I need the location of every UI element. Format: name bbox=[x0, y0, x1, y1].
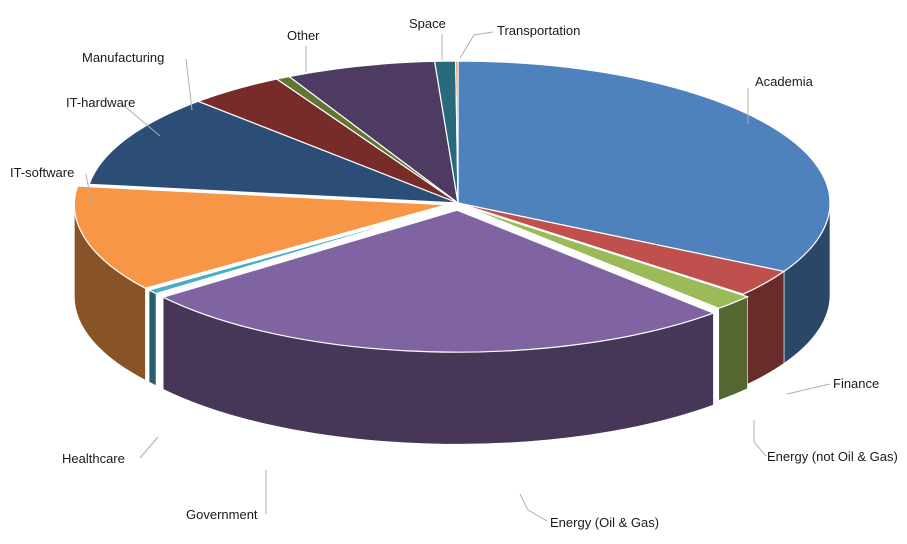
leader-line-it-software bbox=[85, 173, 93, 207]
slice-side-government bbox=[148, 289, 157, 387]
slice-transportation bbox=[455, 60, 459, 204]
slice-healthcare bbox=[73, 185, 447, 289]
label-it-hardware: IT-hardware bbox=[66, 95, 135, 110]
label-other: Other bbox=[287, 28, 320, 43]
slice-government bbox=[147, 206, 451, 295]
leader-line-healthcare bbox=[139, 436, 159, 459]
label-it-software: IT-software bbox=[10, 165, 74, 180]
slice-side-energy-not-oil-gas- bbox=[718, 296, 748, 401]
leader-line-energy-not-oil-gas- bbox=[753, 420, 767, 457]
label-space: Space bbox=[409, 16, 446, 31]
label-energy-not-oil-gas-: Energy (not Oil & Gas) bbox=[767, 449, 898, 464]
label-academia: Academia bbox=[755, 74, 814, 89]
label-finance: Finance bbox=[833, 376, 879, 391]
label-energy-oil-gas-: Energy (Oil & Gas) bbox=[550, 515, 659, 530]
slice-it-software bbox=[88, 100, 459, 204]
pie-tops bbox=[73, 60, 831, 353]
slice-energy-oil-gas- bbox=[161, 209, 716, 353]
leader-line-it-hardware bbox=[121, 103, 161, 137]
slice-academia bbox=[457, 60, 831, 273]
label-manufacturing: Manufacturing bbox=[82, 50, 164, 65]
label-transportation: Transportation bbox=[497, 23, 580, 38]
leader-line-finance bbox=[786, 383, 831, 395]
leader-line-transportation bbox=[459, 31, 494, 59]
slice-energy-not-oil-gas- bbox=[462, 204, 750, 310]
pie-labels: Academia Finance Energy (not Oil & Gas) Ene… bbox=[10, 16, 898, 530]
label-government: Government bbox=[186, 507, 258, 522]
slice-finance bbox=[457, 202, 786, 295]
label-healthcare: Healthcare bbox=[62, 451, 125, 466]
slice-other bbox=[287, 60, 459, 205]
leader-line-energy-oil-gas- bbox=[519, 493, 548, 522]
leader-line-manufacturing bbox=[185, 58, 193, 111]
